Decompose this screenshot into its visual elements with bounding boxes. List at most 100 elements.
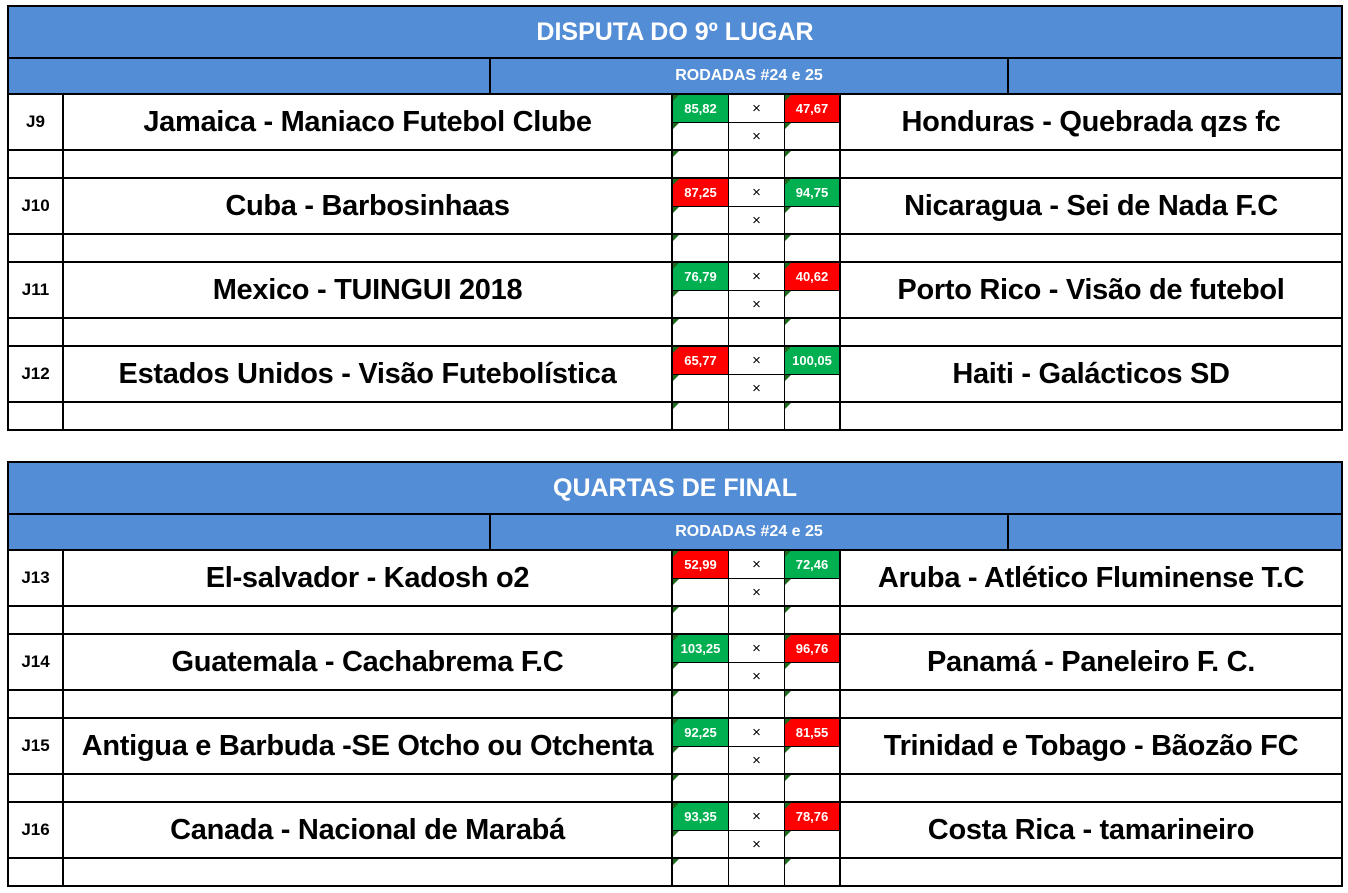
away-score-2-cell[interactable]	[785, 831, 839, 859]
spacer-cell[interactable]	[64, 319, 671, 345]
spacer-cell[interactable]	[841, 151, 1341, 177]
away-team-cell[interactable]: Haiti - Galácticos SD	[841, 347, 1341, 403]
away-score-cell[interactable]: 47,67	[785, 95, 839, 123]
home-score-cell[interactable]: 87,25	[673, 179, 728, 207]
match-id-cell[interactable]: J12	[9, 347, 62, 403]
spacer-cell[interactable]	[9, 235, 62, 261]
versus-cell[interactable]: ×	[729, 347, 784, 375]
away-score-cell[interactable]: 40,62	[785, 263, 839, 291]
spacer-cell[interactable]	[729, 403, 784, 429]
spacer-cell[interactable]	[64, 235, 671, 261]
versus-cell-2[interactable]: ×	[729, 375, 784, 403]
subheader-cell-left[interactable]	[9, 59, 491, 93]
spacer-cell[interactable]	[785, 403, 839, 429]
home-team-cell[interactable]: Canada - Nacional de Marabá	[64, 803, 671, 859]
home-team-cell[interactable]: Estados Unidos - Visão Futebolística	[64, 347, 671, 403]
away-team-cell[interactable]: Trinidad e Tobago - Bãozão FC	[841, 719, 1341, 775]
home-score-2-cell[interactable]	[673, 579, 728, 607]
spacer-cell[interactable]	[9, 859, 62, 885]
spacer-cell[interactable]	[729, 775, 784, 801]
versus-cell[interactable]: ×	[729, 803, 784, 831]
match-id-cell[interactable]: J16	[9, 803, 62, 859]
away-score-2-cell[interactable]	[785, 207, 839, 235]
home-score-cell[interactable]: 92,25	[673, 719, 728, 747]
spacer-cell[interactable]	[841, 775, 1341, 801]
away-score-cell[interactable]: 96,76	[785, 635, 839, 663]
versus-cell-2[interactable]: ×	[729, 663, 784, 691]
spacer-cell[interactable]	[785, 319, 839, 345]
home-team-cell[interactable]: Jamaica - Maniaco Futebol Clube	[64, 95, 671, 151]
rounds-label[interactable]: RODADAS #24 e 25	[491, 59, 1009, 93]
spacer-cell[interactable]	[64, 607, 671, 633]
home-score-2-cell[interactable]	[673, 207, 728, 235]
match-id-cell[interactable]: J10	[9, 179, 62, 235]
spacer-cell[interactable]	[841, 691, 1341, 717]
spacer-cell[interactable]	[9, 775, 62, 801]
away-score-2-cell[interactable]	[785, 663, 839, 691]
home-score-2-cell[interactable]	[673, 747, 728, 775]
match-id-cell[interactable]: J9	[9, 95, 62, 151]
spacer-cell[interactable]	[841, 319, 1341, 345]
away-score-2-cell[interactable]	[785, 123, 839, 151]
spacer-cell[interactable]	[64, 403, 671, 429]
spacer-cell[interactable]	[785, 607, 839, 633]
spacer-cell[interactable]	[729, 607, 784, 633]
spacer-cell[interactable]	[64, 151, 671, 177]
versus-cell[interactable]: ×	[729, 551, 784, 579]
spacer-cell[interactable]	[841, 403, 1341, 429]
away-score-2-cell[interactable]	[785, 291, 839, 319]
subheader-cell-right[interactable]	[1009, 59, 1341, 93]
versus-cell[interactable]: ×	[729, 635, 784, 663]
spacer-cell[interactable]	[64, 691, 671, 717]
away-team-cell[interactable]: Porto Rico - Visão de futebol	[841, 263, 1341, 319]
table-title[interactable]: DISPUTA DO 9º LUGAR	[7, 5, 1343, 59]
away-score-cell[interactable]: 72,46	[785, 551, 839, 579]
spacer-cell[interactable]	[729, 235, 784, 261]
subheader-cell-right[interactable]	[1009, 515, 1341, 549]
home-score-2-cell[interactable]	[673, 291, 728, 319]
spacer-cell[interactable]	[673, 403, 728, 429]
spacer-cell[interactable]	[841, 859, 1341, 885]
spacer-cell[interactable]	[785, 235, 839, 261]
away-team-cell[interactable]: Costa Rica - tamarineiro	[841, 803, 1341, 859]
spacer-cell[interactable]	[673, 607, 728, 633]
spacer-cell[interactable]	[673, 235, 728, 261]
spacer-cell[interactable]	[9, 319, 62, 345]
spacer-cell[interactable]	[729, 691, 784, 717]
away-team-cell[interactable]: Honduras - Quebrada qzs fc	[841, 95, 1341, 151]
spacer-cell[interactable]	[729, 859, 784, 885]
spacer-cell[interactable]	[673, 319, 728, 345]
versus-cell-2[interactable]: ×	[729, 291, 784, 319]
spacer-cell[interactable]	[673, 691, 728, 717]
match-id-cell[interactable]: J13	[9, 551, 62, 607]
home-score-cell[interactable]: 76,79	[673, 263, 728, 291]
spacer-cell[interactable]	[729, 319, 784, 345]
rounds-label[interactable]: RODADAS #24 e 25	[491, 515, 1009, 549]
spacer-cell[interactable]	[673, 151, 728, 177]
away-score-2-cell[interactable]	[785, 579, 839, 607]
spacer-cell[interactable]	[9, 151, 62, 177]
home-score-cell[interactable]: 103,25	[673, 635, 728, 663]
versus-cell[interactable]: ×	[729, 179, 784, 207]
versus-cell-2[interactable]: ×	[729, 831, 784, 859]
home-team-cell[interactable]: El-salvador - Kadosh o2	[64, 551, 671, 607]
home-score-2-cell[interactable]	[673, 123, 728, 151]
spacer-cell[interactable]	[9, 607, 62, 633]
home-score-2-cell[interactable]	[673, 831, 728, 859]
away-team-cell[interactable]: Aruba - Atlético Fluminense T.C	[841, 551, 1341, 607]
spacer-cell[interactable]	[729, 151, 784, 177]
spacer-cell[interactable]	[673, 859, 728, 885]
spacer-cell[interactable]	[785, 691, 839, 717]
away-team-cell[interactable]: Nicaragua - Sei de Nada F.C	[841, 179, 1341, 235]
away-score-cell[interactable]: 78,76	[785, 803, 839, 831]
home-score-cell[interactable]: 52,99	[673, 551, 728, 579]
spacer-cell[interactable]	[841, 235, 1341, 261]
home-score-2-cell[interactable]	[673, 375, 728, 403]
away-score-2-cell[interactable]	[785, 375, 839, 403]
away-score-cell[interactable]: 100,05	[785, 347, 839, 375]
away-team-cell[interactable]: Panamá - Paneleiro F. C.	[841, 635, 1341, 691]
match-id-cell[interactable]: J14	[9, 635, 62, 691]
match-id-cell[interactable]: J15	[9, 719, 62, 775]
spacer-cell[interactable]	[841, 607, 1341, 633]
match-id-cell[interactable]: J11	[9, 263, 62, 319]
